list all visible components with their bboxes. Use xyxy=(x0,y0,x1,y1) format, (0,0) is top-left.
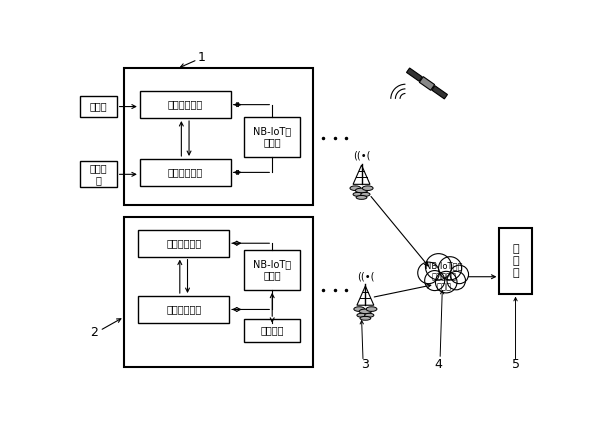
Circle shape xyxy=(439,257,462,280)
Ellipse shape xyxy=(357,313,366,317)
Polygon shape xyxy=(419,77,435,90)
FancyBboxPatch shape xyxy=(138,296,229,323)
Text: NB-IoT通
信模组: NB-IoT通 信模组 xyxy=(253,126,291,147)
Ellipse shape xyxy=(355,188,368,193)
Text: 3: 3 xyxy=(361,358,370,371)
FancyBboxPatch shape xyxy=(81,96,117,117)
Ellipse shape xyxy=(360,317,371,320)
Ellipse shape xyxy=(365,313,374,317)
Text: 电源模块: 电源模块 xyxy=(260,325,284,336)
Ellipse shape xyxy=(350,186,361,190)
Circle shape xyxy=(425,271,445,291)
Text: NB-IoT通
信模组: NB-IoT通 信模组 xyxy=(253,259,291,281)
Text: 太阳能
板: 太阳能 板 xyxy=(90,164,108,185)
Text: 5: 5 xyxy=(511,358,519,371)
Polygon shape xyxy=(406,68,423,81)
Circle shape xyxy=(418,262,439,284)
FancyBboxPatch shape xyxy=(124,68,313,205)
Text: 导航信息单元: 导航信息单元 xyxy=(168,100,203,109)
FancyBboxPatch shape xyxy=(140,91,231,118)
Ellipse shape xyxy=(354,307,365,311)
Text: 传感监测单元: 传感监测单元 xyxy=(166,238,201,248)
Text: 2: 2 xyxy=(90,325,97,339)
FancyBboxPatch shape xyxy=(499,228,532,294)
Circle shape xyxy=(450,265,469,284)
Circle shape xyxy=(447,271,466,290)
Ellipse shape xyxy=(353,193,362,196)
Circle shape xyxy=(436,271,457,293)
Text: 服
务
器: 服 务 器 xyxy=(512,245,519,278)
FancyBboxPatch shape xyxy=(140,159,231,186)
FancyBboxPatch shape xyxy=(245,319,300,342)
FancyBboxPatch shape xyxy=(138,230,229,257)
FancyBboxPatch shape xyxy=(245,117,300,157)
Text: ((•(: ((•( xyxy=(353,151,370,161)
FancyBboxPatch shape xyxy=(245,250,300,290)
Text: 1: 1 xyxy=(198,51,206,64)
Text: 4: 4 xyxy=(435,358,442,371)
Text: 蓄电池: 蓄电池 xyxy=(90,101,108,112)
Polygon shape xyxy=(432,86,448,99)
Ellipse shape xyxy=(362,186,373,190)
Ellipse shape xyxy=(359,309,371,314)
FancyBboxPatch shape xyxy=(124,217,313,367)
Text: ((•(: ((•( xyxy=(356,272,374,282)
FancyBboxPatch shape xyxy=(81,161,117,187)
Ellipse shape xyxy=(356,196,367,199)
Ellipse shape xyxy=(361,193,370,196)
Text: NB IoT核心
网及数据分
发平台: NB IoT核心 网及数据分 发平台 xyxy=(425,262,463,292)
Ellipse shape xyxy=(366,307,377,311)
Circle shape xyxy=(426,253,451,280)
Text: 核心处理模块: 核心处理模块 xyxy=(168,167,203,177)
Text: 核心处理模块: 核心处理模块 xyxy=(166,305,201,314)
